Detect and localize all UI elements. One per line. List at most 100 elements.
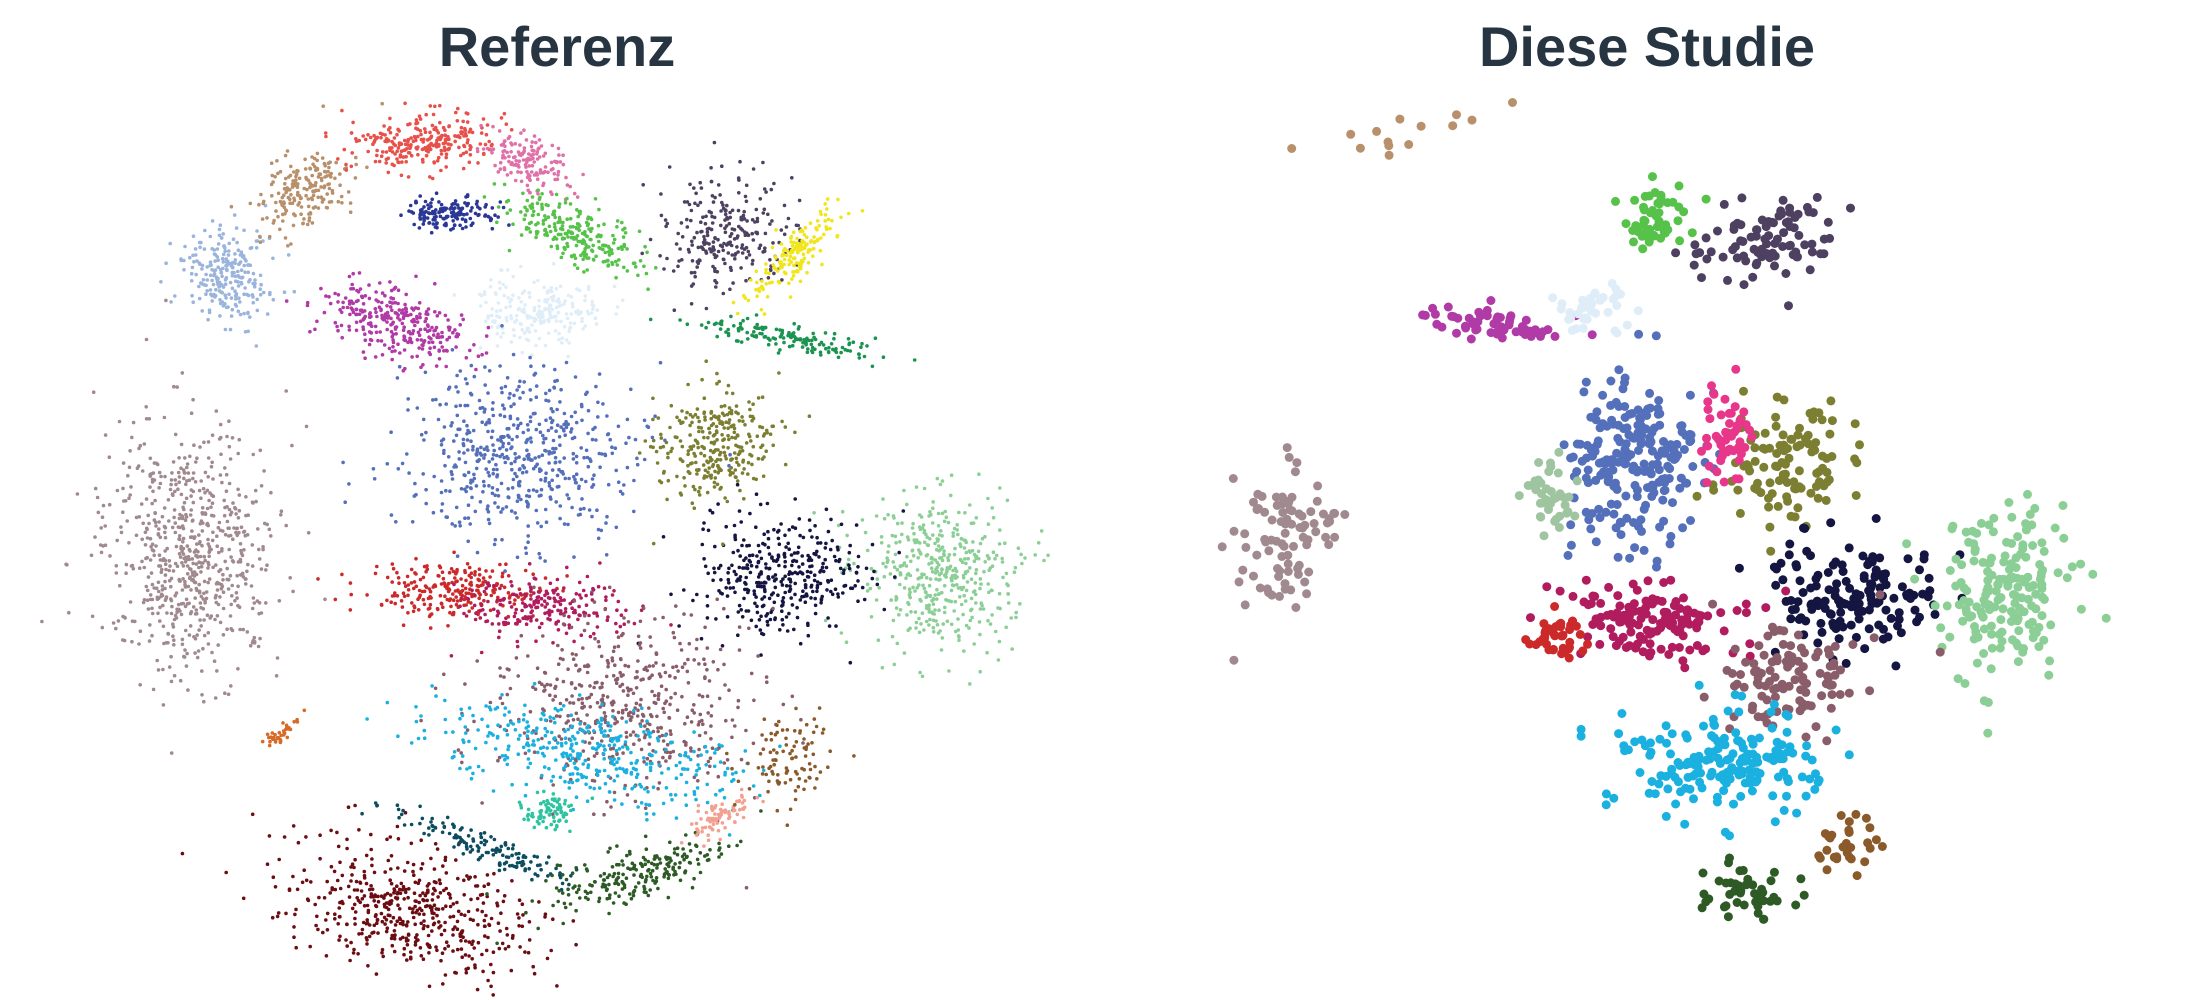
cell-dot	[441, 907, 445, 911]
cell-dot	[774, 342, 778, 346]
cell-dot	[411, 139, 416, 143]
cell-dot	[981, 607, 986, 611]
cell-dot	[306, 531, 311, 535]
cell-dot	[780, 599, 785, 603]
cell-dot	[353, 910, 358, 914]
cell-dot	[783, 555, 787, 559]
cell-dot	[833, 348, 837, 353]
cell-dot	[222, 513, 227, 518]
cell-dot	[404, 936, 409, 941]
cell-dot	[927, 583, 932, 588]
cell-dot	[961, 612, 965, 617]
cell-dot	[428, 352, 433, 357]
cell-dot	[262, 199, 266, 204]
cell-dot	[824, 565, 829, 570]
cell-dot	[895, 641, 900, 646]
cell-dot	[162, 641, 166, 646]
cell-dot	[532, 306, 537, 310]
cell-dot	[397, 308, 402, 312]
cell-dot	[454, 345, 458, 349]
cell-dot	[713, 476, 718, 480]
cell-dot	[156, 611, 160, 616]
cell-dot	[986, 522, 991, 526]
cell-dot	[206, 456, 211, 460]
cell-dot	[264, 568, 268, 572]
cell-dot	[774, 267, 778, 272]
cell-dot	[727, 566, 731, 571]
cell-dot	[700, 444, 704, 449]
cell-dot	[546, 307, 550, 312]
cell-dot	[347, 328, 352, 332]
cell-dot	[803, 578, 807, 583]
cell-dot	[527, 221, 532, 226]
cell-dot	[439, 136, 443, 141]
cell-dot	[422, 912, 426, 917]
cell-dot	[384, 929, 389, 934]
cell-dot	[431, 922, 436, 927]
cell-dot	[434, 325, 439, 330]
cell-dot	[686, 469, 691, 474]
cell-dot	[121, 510, 125, 514]
cell-dot	[761, 211, 766, 215]
cell-dot	[741, 318, 745, 323]
cell-dot	[338, 860, 342, 865]
cell-dot	[978, 607, 983, 611]
cell-dot	[816, 541, 820, 545]
cell-dot	[983, 534, 987, 539]
cell-dot	[277, 857, 282, 862]
cell-dot	[787, 589, 792, 593]
cell-dot	[666, 455, 670, 460]
cell-dot	[188, 567, 192, 571]
cell-dot	[424, 153, 429, 158]
cell-dot	[694, 468, 699, 472]
cell-dot	[839, 631, 844, 635]
cell-dot	[338, 934, 342, 939]
cell-dot	[369, 314, 373, 319]
cell-dot	[730, 563, 734, 568]
cell-dot	[797, 565, 801, 569]
cell-dot	[338, 308, 342, 312]
cell-dot	[301, 221, 305, 226]
cell-dot	[197, 582, 201, 587]
cell-dot	[912, 531, 916, 536]
cell-dot	[953, 573, 957, 577]
cell-dot	[421, 897, 425, 902]
cell-dot	[238, 627, 242, 632]
cell-dot	[204, 590, 209, 594]
cell-dot	[427, 340, 431, 345]
cell-dot	[590, 249, 595, 254]
cell-dot	[869, 615, 874, 619]
cell-dot	[988, 566, 993, 570]
cell-dot	[419, 338, 424, 342]
cell-dot	[192, 580, 197, 585]
cell-dot	[437, 200, 441, 204]
cell-dot	[436, 155, 441, 160]
cell-dot	[510, 467, 514, 472]
cell-dot	[554, 429, 558, 434]
cell-dot	[451, 927, 455, 932]
cell-dot	[851, 340, 856, 345]
cell-dot	[232, 526, 236, 530]
cell-dot	[543, 306, 548, 311]
cell-dot	[491, 443, 495, 447]
cell-dot	[418, 946, 423, 950]
cell-dot	[651, 417, 655, 422]
cell-dot	[367, 887, 372, 892]
cell-dot	[225, 519, 230, 524]
cell-dot	[207, 554, 211, 559]
cell-dot	[183, 560, 188, 564]
cell-dot	[348, 958, 352, 963]
cell-dot	[398, 155, 403, 159]
cell-dot	[956, 532, 960, 537]
cell-dot	[152, 553, 156, 558]
cell-dot	[818, 541, 823, 545]
cell-dot	[220, 257, 225, 261]
cell-dot	[792, 627, 796, 632]
cell-dot	[229, 314, 234, 318]
cell-dot	[689, 302, 694, 306]
cell-dot	[565, 241, 569, 246]
cell-dot	[548, 310, 552, 314]
cell-dot	[694, 460, 698, 465]
cell-dot	[764, 428, 769, 433]
cell-dot	[465, 193, 470, 197]
